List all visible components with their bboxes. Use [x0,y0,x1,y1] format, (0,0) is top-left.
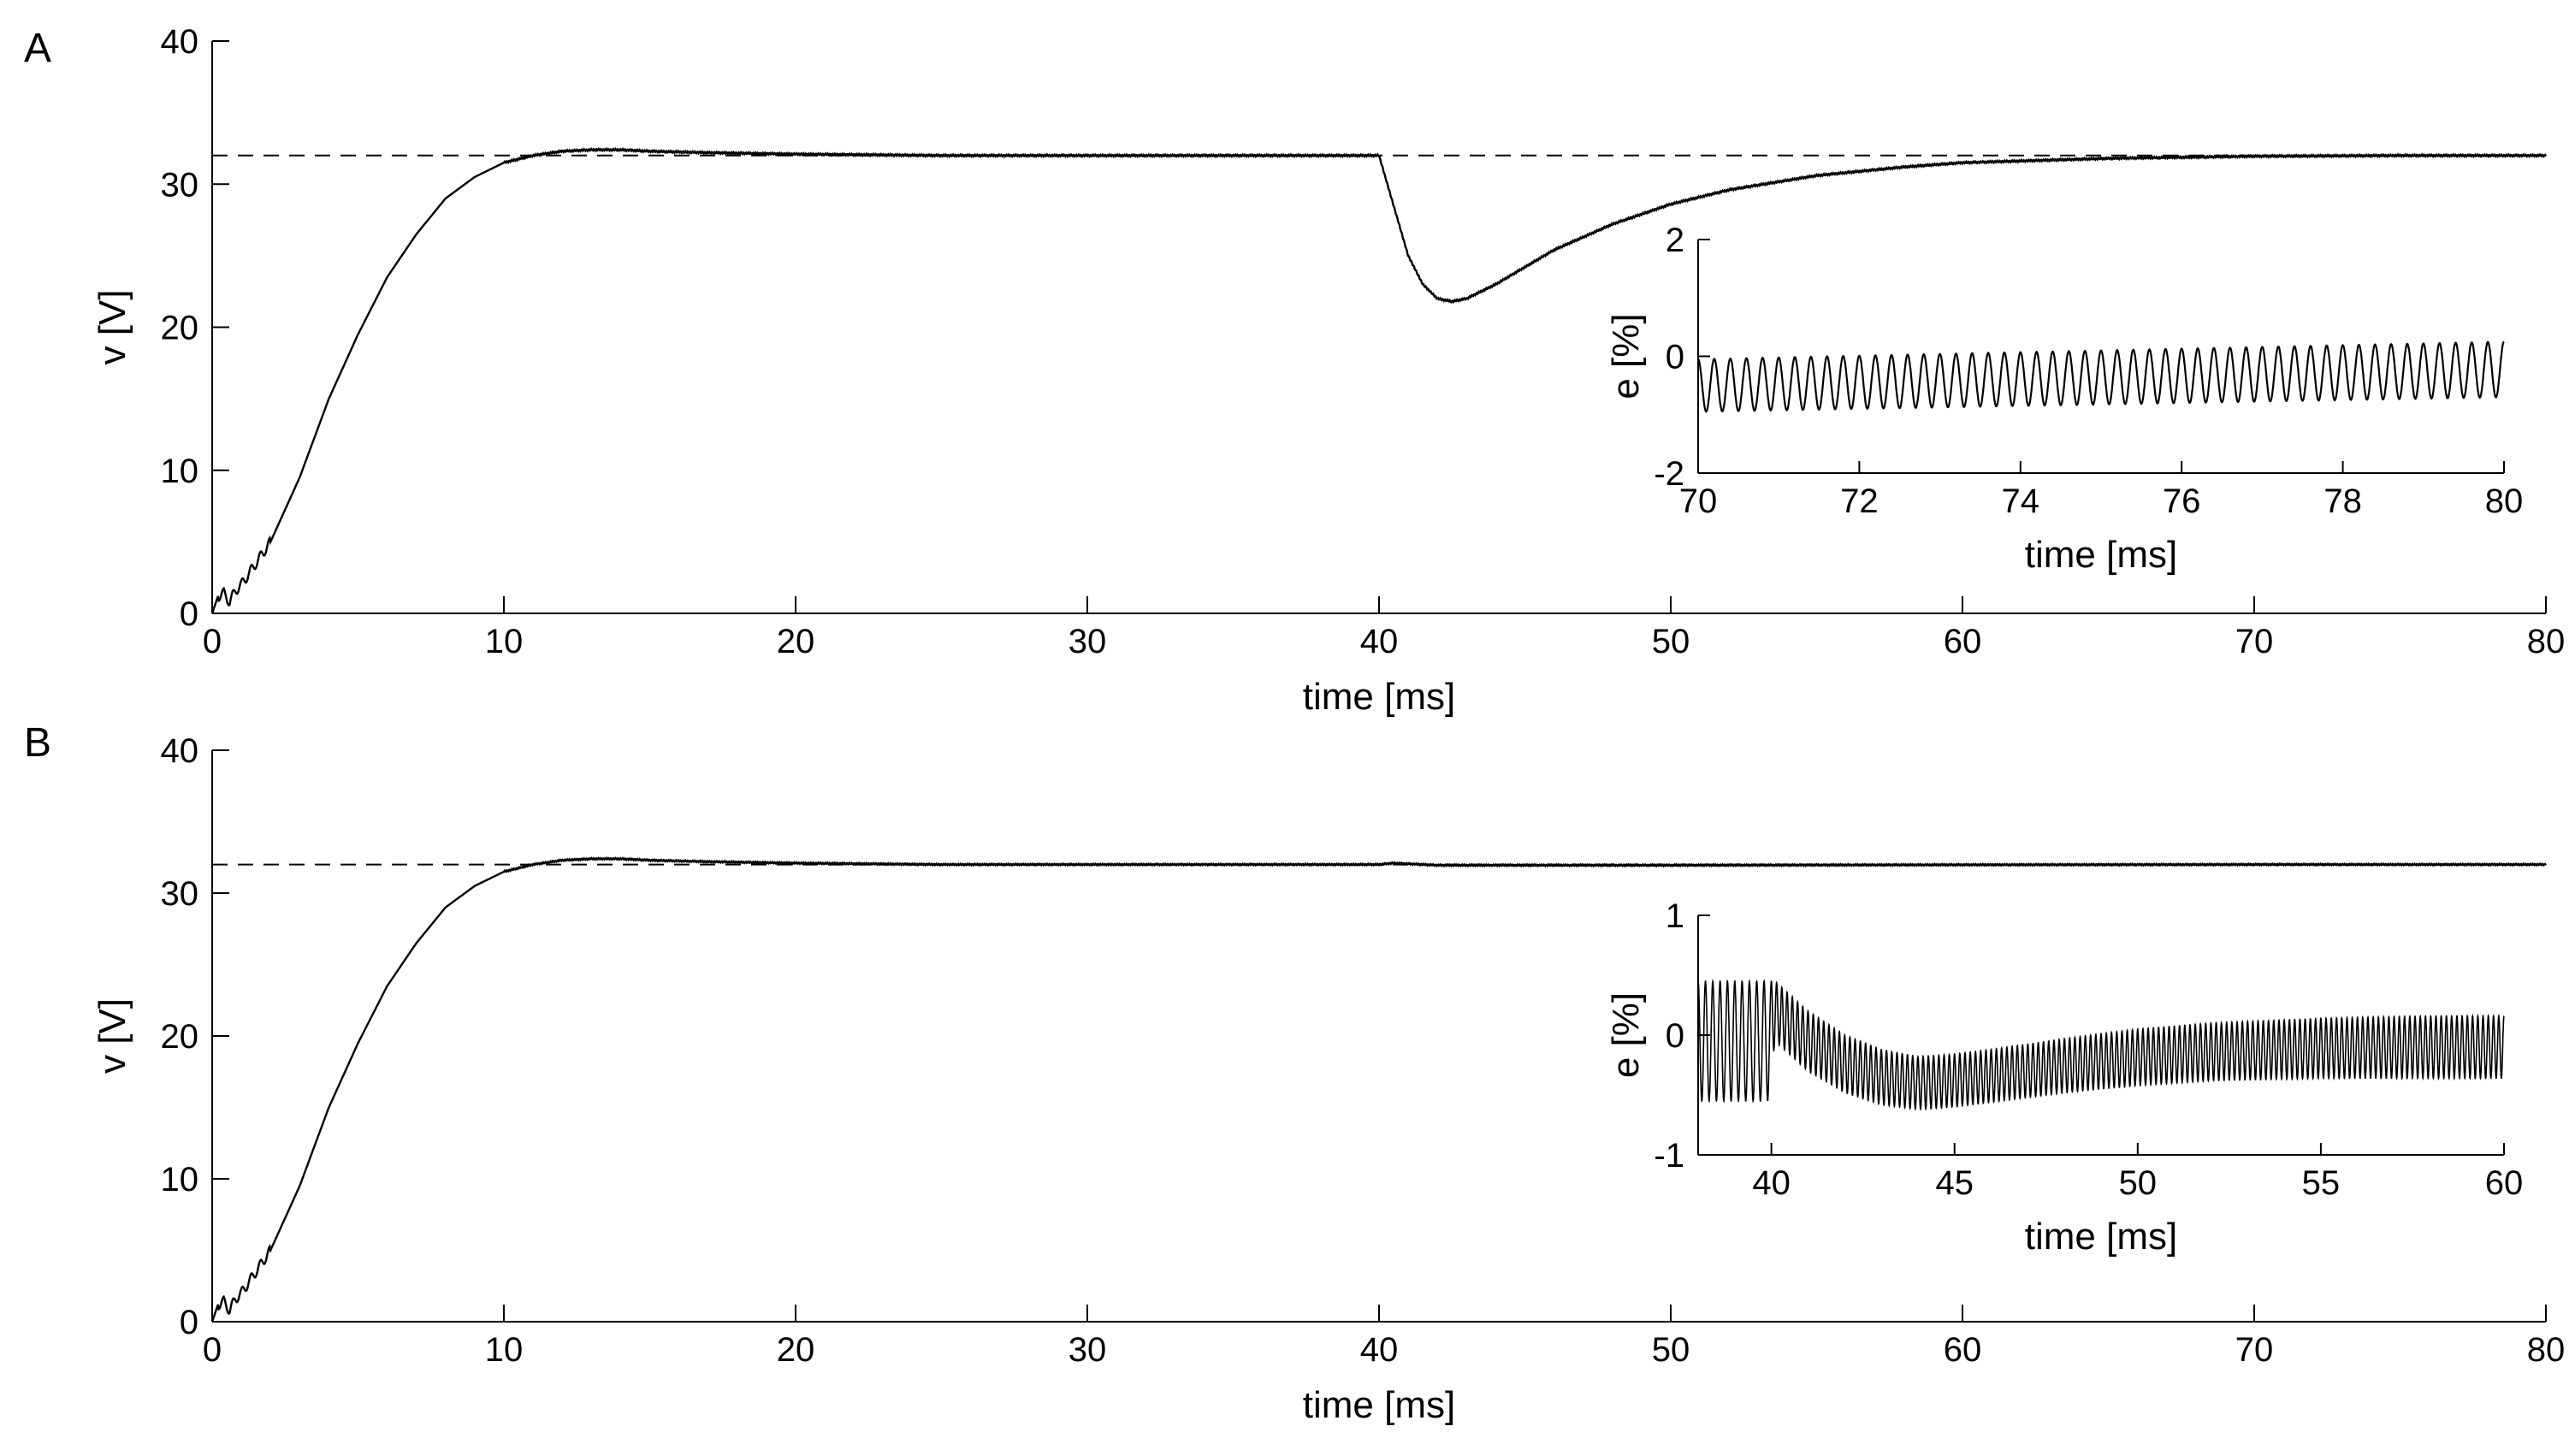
panel-a-y-axis-title: v [V] [92,289,133,364]
panel-a-y-tick-label: 40 [161,23,199,61]
panel-b-y-tick-label: 10 [161,1161,199,1199]
panel-a-x-tick-label: 70 [2235,623,2274,660]
panel-a-x-tick-label: 50 [1652,623,1690,660]
panel-b-y-tick-label: 20 [161,1018,199,1056]
panel-b-y-axis-title: v [V] [92,998,133,1074]
panel-b-x-tick-label: 80 [2527,1331,2566,1369]
panel-a-inset-series-line [1697,340,2505,413]
panel-b-x-tick-label: 50 [1652,1331,1690,1369]
panel-a-x-tick-label: 40 [1360,623,1399,660]
panel-a-inset-y-tick-label: -2 [1654,455,1684,493]
panel-b-inset-x-tick-label: 50 [2119,1164,2158,1202]
panel-b-x-tick-label: 10 [485,1331,524,1369]
panel-a-inset-x-axis-title: time [ms] [2025,534,2177,576]
panel-b-x-axis-title: time [ms] [1303,1384,1455,1426]
panel-b-inset-x-tick-label: 60 [2485,1164,2524,1202]
panel-b-inset-series-line [1697,979,2505,1111]
panel-a-inset-y-axis-title: e [%] [1605,313,1647,399]
panel-b-inset-x-axis-title: time [ms] [2025,1216,2177,1258]
panel-b-y-tick-label: 40 [161,732,199,770]
panel-a-inset-plot-area [1695,231,2518,476]
panel-a-x-tick-label: 60 [1944,623,1982,660]
panel-b-inset-y-tick-label: -1 [1654,1137,1684,1175]
panel-a-inset-x-tick-label: 78 [2323,482,2362,520]
panel-a-y-tick-label: 30 [161,166,199,204]
panel-a-y-tick-label: 0 [180,595,198,633]
panel-a-inset-x-tick-label: 74 [2002,482,2040,520]
panel-a-x-tick-label: 20 [777,623,815,660]
panel-b-x-tick-label: 30 [1068,1331,1107,1369]
panel-a-inset-x-tick-label: 80 [2485,482,2524,520]
panel-b-inset-x-tick-label: 55 [2302,1164,2341,1202]
panel-b-inset-y-axis-title: e [%] [1605,992,1647,1078]
panel-a-inset-axes: 70 72 74 76 78 80 -2 0 2 time [ms] e [%] [1605,222,2523,576]
panel-b-inset-x-tick-label: 45 [1935,1164,1974,1202]
panel-b-x-tick-label: 20 [777,1331,815,1369]
panel-b-x-tick-label: 40 [1360,1331,1399,1369]
panel-a-x-tick-label: 80 [2527,623,2566,660]
panel-a-series-line [210,146,2548,614]
panel-a-inset-y-tick-label: 2 [1666,222,1684,259]
panel-b-inset-y-tick-label: 0 [1666,1017,1684,1055]
panel-a-x-axis-title: time [ms] [1303,676,1455,718]
panel-a-inset-x-tick-label: 76 [2163,482,2201,520]
panel-a-inset-y-tick-label: 0 [1666,339,1684,376]
panel-b-y-tick-label: 30 [161,875,199,913]
panel-a-y-tick-label: 10 [161,453,199,490]
panel-b-series-line [210,856,2547,1323]
panel-a-inset-x-tick-label: 72 [1840,482,1879,520]
panel-label-a: A [24,26,51,71]
panel-b-inset-x-tick-label: 40 [1752,1164,1791,1202]
panel-label-b: B [24,720,51,766]
panel-b-y-tick-label: 0 [180,1304,198,1341]
panel-a-x-tick-label: 30 [1068,623,1107,660]
panel-a-inset-x-tick-label: 70 [1679,482,1718,520]
panel-a-x-tick-label: 10 [485,623,524,660]
panel-b-x-tick-label: 70 [2235,1331,2274,1369]
panel-a-x-tick-label: 0 [203,623,222,660]
panel-b-inset-y-tick-label: 1 [1666,897,1684,935]
panel-b-x-tick-label: 0 [203,1331,222,1369]
panel-a-y-tick-label: 20 [161,310,199,347]
panel-b-inset-axes: 40 45 50 55 60 -1 0 1 time [ms] e [%] [1605,897,2523,1258]
panel-b-x-tick-label: 60 [1944,1331,1982,1369]
